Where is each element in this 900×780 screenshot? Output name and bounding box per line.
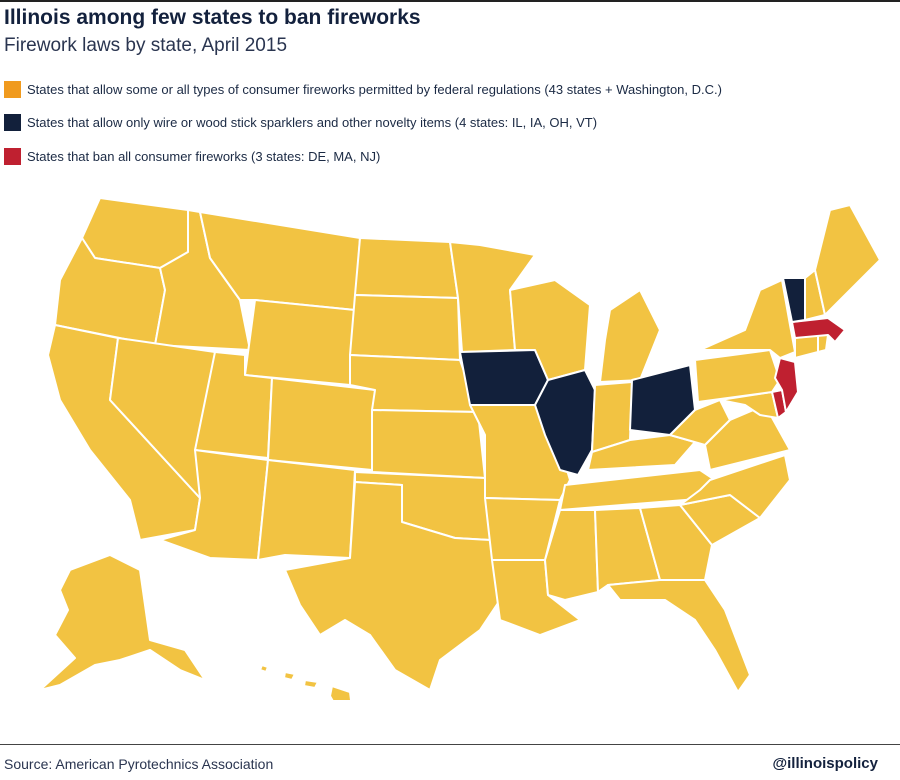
state-ME xyxy=(814,204,881,316)
state-VA xyxy=(704,404,791,471)
state-IA xyxy=(459,349,549,406)
legend-label-ban: States that ban all consumer fireworks (… xyxy=(27,148,381,164)
state-KS xyxy=(371,409,486,479)
state-IL xyxy=(534,369,596,476)
chart-title: Illinois among few states to ban firewor… xyxy=(4,6,421,29)
state-CO xyxy=(267,377,376,471)
social-handle: @illinoispolicy xyxy=(772,755,878,772)
state-FL xyxy=(607,579,751,693)
chart-subtitle: Firework laws by state, April 2015 xyxy=(4,35,288,56)
state-WY xyxy=(244,299,356,386)
state-NJ xyxy=(774,357,799,413)
state-SD xyxy=(349,294,461,361)
us-state-map xyxy=(39,197,881,700)
legend-label-allow: States that allow some or all types of c… xyxy=(27,81,722,97)
source-note: Source: American Pyrotechnics Associatio… xyxy=(4,756,274,772)
legend-swatch-ban xyxy=(4,147,21,165)
state-ND xyxy=(354,237,459,299)
top-rule xyxy=(0,0,900,2)
state-MA xyxy=(791,317,846,343)
legend-item-ban: States that ban all consumer fireworks (… xyxy=(4,147,380,165)
state-NM xyxy=(257,459,356,561)
state-MI xyxy=(599,289,661,383)
legend-swatch-allow xyxy=(4,80,21,98)
state-RI xyxy=(817,334,829,353)
state-TX xyxy=(284,481,501,691)
state-NY xyxy=(699,279,796,359)
state-HI xyxy=(259,664,353,700)
legend-item-novelty: States that allow only wire or wood stic… xyxy=(4,113,597,131)
state-PA xyxy=(694,349,781,403)
bottom-rule xyxy=(0,744,900,745)
legend-item-allow: States that allow some or all types of c… xyxy=(4,80,722,98)
state-NC xyxy=(679,454,791,519)
legend-swatch-novelty xyxy=(4,113,21,131)
legend-label-novelty: States that allow only wire or wood stic… xyxy=(27,114,598,130)
state-AK xyxy=(39,554,206,691)
